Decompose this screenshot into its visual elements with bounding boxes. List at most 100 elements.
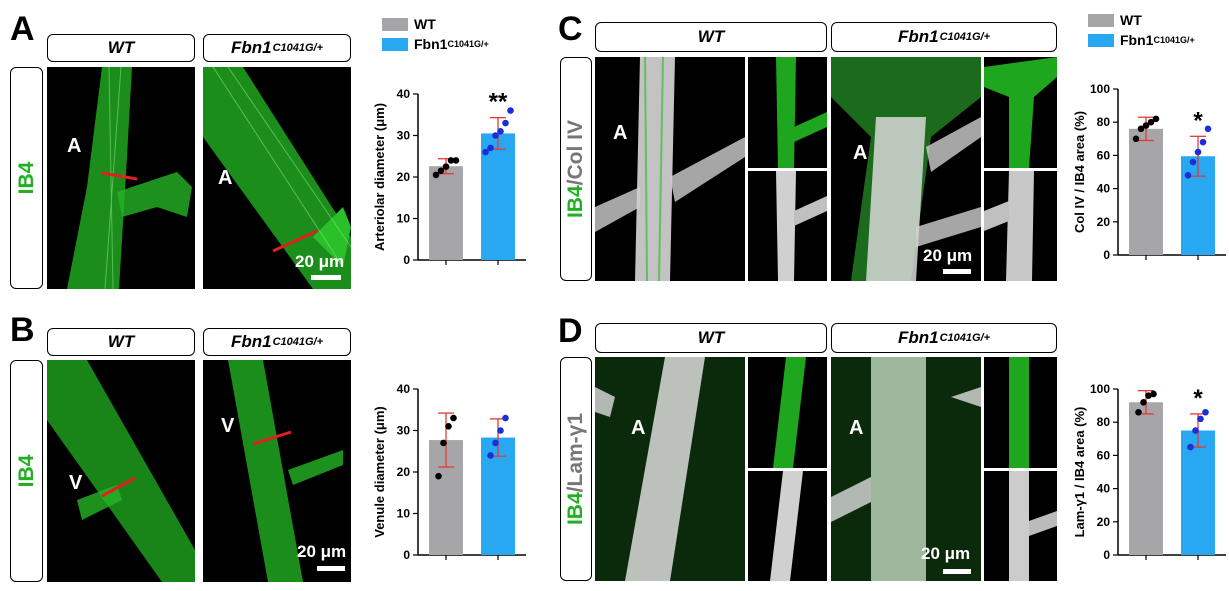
y-axis-label: Venule diameter (μm) bbox=[372, 406, 387, 538]
bar-wt bbox=[1129, 402, 1163, 555]
micrograph-d-wt: A bbox=[595, 357, 745, 581]
header-mut-c: Fbn1 C1041G/+ bbox=[831, 22, 1057, 52]
data-point bbox=[1199, 138, 1207, 146]
micrograph-d-wt-green bbox=[748, 357, 827, 468]
y-axis-label: Lam-γ1 / IB4 area (%) bbox=[1072, 407, 1087, 538]
legend-swatch-mut bbox=[1088, 33, 1114, 47]
panel-label-d: D bbox=[558, 312, 583, 350]
chart-c: 0 20 40 60 80 100 Col IV / IB4 area (%) * bbox=[1070, 75, 1229, 280]
legend-mut-ab: Fbn1 C1041G/+ bbox=[382, 36, 489, 52]
micrograph-c-wt: A bbox=[595, 57, 745, 281]
significance-marker: * bbox=[1193, 385, 1203, 412]
data-point bbox=[440, 439, 447, 447]
y-tick-label: 80 bbox=[1097, 415, 1111, 429]
y-tick-label: 30 bbox=[397, 129, 411, 143]
stain-label-c: IB4/Col IV bbox=[560, 57, 592, 281]
panel-label-c: C bbox=[558, 10, 583, 48]
micrograph-b-mut: V 20 μm bbox=[203, 360, 351, 582]
data-point bbox=[502, 414, 509, 422]
data-point bbox=[482, 148, 489, 156]
header-wt-a: WT bbox=[47, 34, 195, 62]
chart-a: 0 10 20 30 40 Arteriolar diameter (μm) ** bbox=[370, 80, 530, 285]
micrograph-d-wt-gray bbox=[748, 471, 827, 581]
panel-label-b: B bbox=[10, 311, 35, 349]
bar-wt bbox=[429, 166, 463, 260]
header-mut-d: Fbn1 C1041G/+ bbox=[831, 323, 1057, 353]
data-point bbox=[502, 119, 509, 127]
scale-bar-c bbox=[943, 269, 971, 274]
scale-bar-d bbox=[943, 569, 971, 574]
legend-mut-cd: Fbn1 C1041G/+ bbox=[1088, 32, 1195, 48]
data-point bbox=[442, 163, 450, 170]
micrograph-c-mut-green bbox=[984, 57, 1057, 168]
data-point bbox=[1202, 408, 1209, 416]
significance-marker: ** bbox=[489, 89, 508, 116]
data-point bbox=[1192, 427, 1199, 434]
y-tick-label: 10 bbox=[397, 507, 411, 521]
y-tick-label: 40 bbox=[397, 87, 411, 101]
header-mut-a: Fbn1 C1041G/+ bbox=[203, 34, 351, 62]
bar-mut bbox=[481, 437, 515, 555]
y-tick-label: 30 bbox=[397, 424, 411, 438]
data-point bbox=[1197, 415, 1204, 423]
y-axis-label: Col IV / IB4 area (%) bbox=[1072, 111, 1087, 233]
data-point bbox=[1140, 398, 1147, 406]
data-point bbox=[492, 439, 499, 447]
y-axis-label: Arteriolar diameter (μm) bbox=[372, 103, 387, 251]
data-point bbox=[1187, 443, 1194, 451]
y-tick-label: 20 bbox=[397, 170, 411, 184]
data-point bbox=[1189, 158, 1197, 166]
panel-label-a: A bbox=[10, 10, 35, 48]
header-mut-b: Fbn1 C1041G/+ bbox=[203, 328, 351, 356]
data-point bbox=[447, 157, 455, 164]
y-tick-label: 60 bbox=[1097, 148, 1111, 162]
y-tick-label: 80 bbox=[1097, 115, 1111, 129]
data-point bbox=[1194, 148, 1202, 156]
scale-bar-b bbox=[317, 566, 345, 571]
micrograph-b-wt: V bbox=[47, 360, 195, 582]
data-point bbox=[487, 144, 494, 152]
y-tick-label: 100 bbox=[1090, 82, 1110, 96]
y-tick-label: 40 bbox=[1097, 182, 1111, 196]
data-point bbox=[1145, 392, 1152, 399]
chart-d: 0 20 40 60 80 100 Lam-γ1 / IB4 area (%) * bbox=[1070, 375, 1229, 580]
micrograph-d-mut-green bbox=[984, 357, 1057, 468]
y-tick-label: 60 bbox=[1097, 448, 1111, 462]
data-point bbox=[435, 472, 442, 480]
micrograph-d-mut-gray bbox=[984, 471, 1057, 581]
data-point bbox=[437, 167, 445, 175]
y-tick-label: 100 bbox=[1090, 382, 1110, 396]
data-point bbox=[492, 132, 499, 139]
legend-swatch-mut bbox=[382, 37, 408, 51]
micrograph-a-wt: A bbox=[47, 67, 195, 289]
data-point bbox=[507, 107, 514, 114]
header-wt-b: WT bbox=[47, 328, 195, 356]
y-tick-label: 20 bbox=[397, 465, 411, 479]
stain-label-a: IB4 bbox=[10, 67, 43, 289]
data-point bbox=[1147, 118, 1155, 126]
data-point bbox=[1142, 122, 1150, 129]
data-point bbox=[1204, 125, 1212, 133]
bar-mut bbox=[1181, 430, 1215, 555]
data-point bbox=[445, 423, 452, 430]
header-wt-d: WT bbox=[595, 323, 827, 353]
significance-marker: * bbox=[1193, 107, 1203, 134]
data-point bbox=[497, 128, 504, 135]
stain-label-b: IB4 bbox=[10, 360, 43, 582]
micrograph-a-mut: A 20 μm bbox=[203, 67, 351, 289]
data-point bbox=[1135, 408, 1142, 416]
chart-b: 0 10 20 30 40 Venule diameter (μm) bbox=[370, 375, 530, 580]
y-tick-label: 0 bbox=[403, 253, 410, 267]
y-tick-label: 20 bbox=[1097, 515, 1111, 529]
legend-swatch-wt bbox=[1088, 13, 1114, 27]
scale-bar-a bbox=[311, 275, 341, 280]
header-wt-c: WT bbox=[595, 22, 827, 52]
data-point bbox=[1132, 135, 1140, 143]
y-tick-label: 0 bbox=[1103, 248, 1110, 262]
legend-swatch-wt bbox=[382, 17, 408, 31]
data-point bbox=[452, 157, 460, 164]
y-tick-label: 40 bbox=[1097, 482, 1111, 496]
y-tick-label: 20 bbox=[1097, 215, 1111, 229]
data-point bbox=[487, 452, 494, 459]
y-tick-label: 10 bbox=[397, 212, 411, 226]
